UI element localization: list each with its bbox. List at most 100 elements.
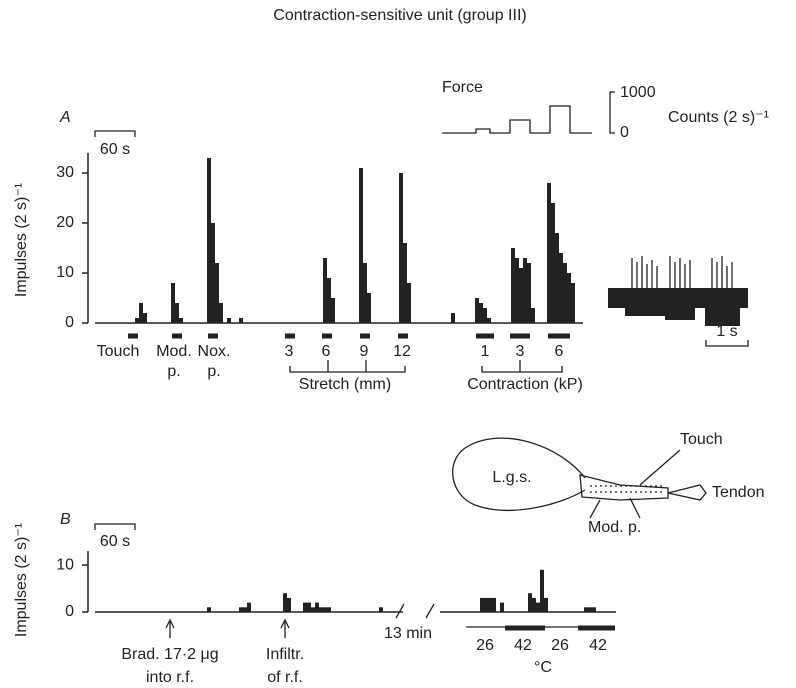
bar — [559, 253, 563, 323]
inset-scale-label: 1000 — [620, 84, 656, 101]
annotation: Brad. 17·2 μg — [121, 646, 218, 663]
bar — [327, 278, 331, 323]
stimulus-label: 6 — [322, 343, 331, 360]
muscle-diagram — [452, 437, 707, 519]
y-tick-label: 30 — [56, 164, 74, 181]
bar — [331, 298, 335, 323]
inset-scale — [609, 91, 615, 134]
bar — [536, 602, 540, 612]
bar — [483, 308, 487, 323]
bar — [287, 597, 291, 612]
group-label: Contraction (kP) — [467, 376, 583, 393]
y-tick-label: 10 — [56, 556, 74, 573]
bar — [484, 597, 488, 612]
bar — [488, 597, 492, 612]
bar — [143, 313, 147, 323]
bar — [451, 313, 455, 323]
bar — [283, 593, 287, 612]
bracket — [481, 360, 563, 373]
inset-scale-label: 0 — [620, 124, 629, 141]
bar — [323, 258, 327, 323]
bar — [175, 303, 179, 323]
bar — [571, 283, 575, 323]
scale-label: 1 s — [716, 323, 737, 340]
bar — [479, 303, 483, 323]
arrow — [165, 618, 290, 638]
bar — [239, 607, 243, 612]
bar — [307, 602, 311, 612]
diagram-label: Touch — [680, 431, 723, 448]
temperature: 26 — [551, 637, 569, 654]
bar — [311, 607, 315, 612]
bar — [492, 597, 496, 612]
bar — [179, 318, 183, 323]
bar — [588, 607, 592, 612]
y-axis-label: Impulses (2 s)⁻¹ — [13, 523, 30, 637]
stimulus-label: 1 — [481, 343, 490, 360]
bar — [319, 607, 323, 612]
y-tick-label: 0 — [65, 603, 74, 620]
bar — [527, 263, 531, 323]
bar — [480, 597, 484, 612]
scale-bar — [94, 523, 136, 530]
stimulus-label: 3 — [516, 343, 525, 360]
bar — [528, 593, 532, 612]
stimulus-label: 3 — [285, 343, 294, 360]
bar — [563, 263, 567, 323]
bar — [547, 183, 551, 323]
bar — [247, 602, 251, 612]
bar — [135, 318, 139, 323]
axis-break — [395, 603, 435, 619]
inset-label: Force — [442, 79, 483, 96]
scale-label: 60 s — [100, 533, 130, 550]
bar — [487, 318, 491, 323]
y-tick-label: 0 — [65, 314, 74, 331]
diagram-label: L.g.s. — [492, 469, 531, 486]
bar — [540, 569, 544, 612]
bar — [367, 293, 371, 323]
spike-trace — [608, 256, 748, 326]
bar — [207, 158, 211, 323]
bar — [584, 607, 588, 612]
stimulus-label: Nox. — [198, 343, 231, 360]
bar — [215, 263, 219, 323]
bracket — [289, 360, 406, 373]
bar — [363, 263, 367, 323]
bar — [303, 602, 307, 612]
temperature: 26 — [476, 637, 494, 654]
diagram-label: Mod. p. — [588, 519, 641, 536]
bar — [379, 607, 383, 612]
bar — [315, 602, 319, 612]
bar — [567, 273, 571, 323]
diagram-label: Tendon — [712, 484, 765, 501]
bar — [551, 203, 555, 323]
temperature-unit: °C — [534, 659, 552, 676]
bar — [475, 298, 479, 323]
panel-label: B — [60, 511, 71, 528]
bar — [523, 258, 527, 323]
y-tick-label: 10 — [56, 264, 74, 281]
stimulus-label: 6 — [555, 343, 564, 360]
bar — [219, 303, 223, 323]
bar — [139, 303, 143, 323]
force-trace — [442, 105, 592, 134]
bar — [515, 258, 519, 323]
bar — [207, 607, 211, 612]
scale-bar — [94, 130, 136, 137]
stimulus-label: Touch — [97, 343, 140, 360]
panel-label: A — [59, 109, 71, 126]
bar — [403, 243, 407, 323]
bar — [511, 248, 515, 323]
stimulus-label: 12 — [393, 343, 411, 360]
bar — [544, 597, 548, 612]
bar — [239, 318, 243, 323]
bar — [519, 268, 523, 323]
temperature: 42 — [589, 637, 607, 654]
scale-bar — [705, 340, 749, 347]
y-tick-label: 20 — [56, 214, 74, 231]
bar — [323, 607, 327, 612]
bar — [555, 233, 559, 323]
y-axis-label: Impulses (2 s)⁻¹ — [13, 183, 30, 297]
stimulus-label: Mod. — [156, 343, 192, 360]
